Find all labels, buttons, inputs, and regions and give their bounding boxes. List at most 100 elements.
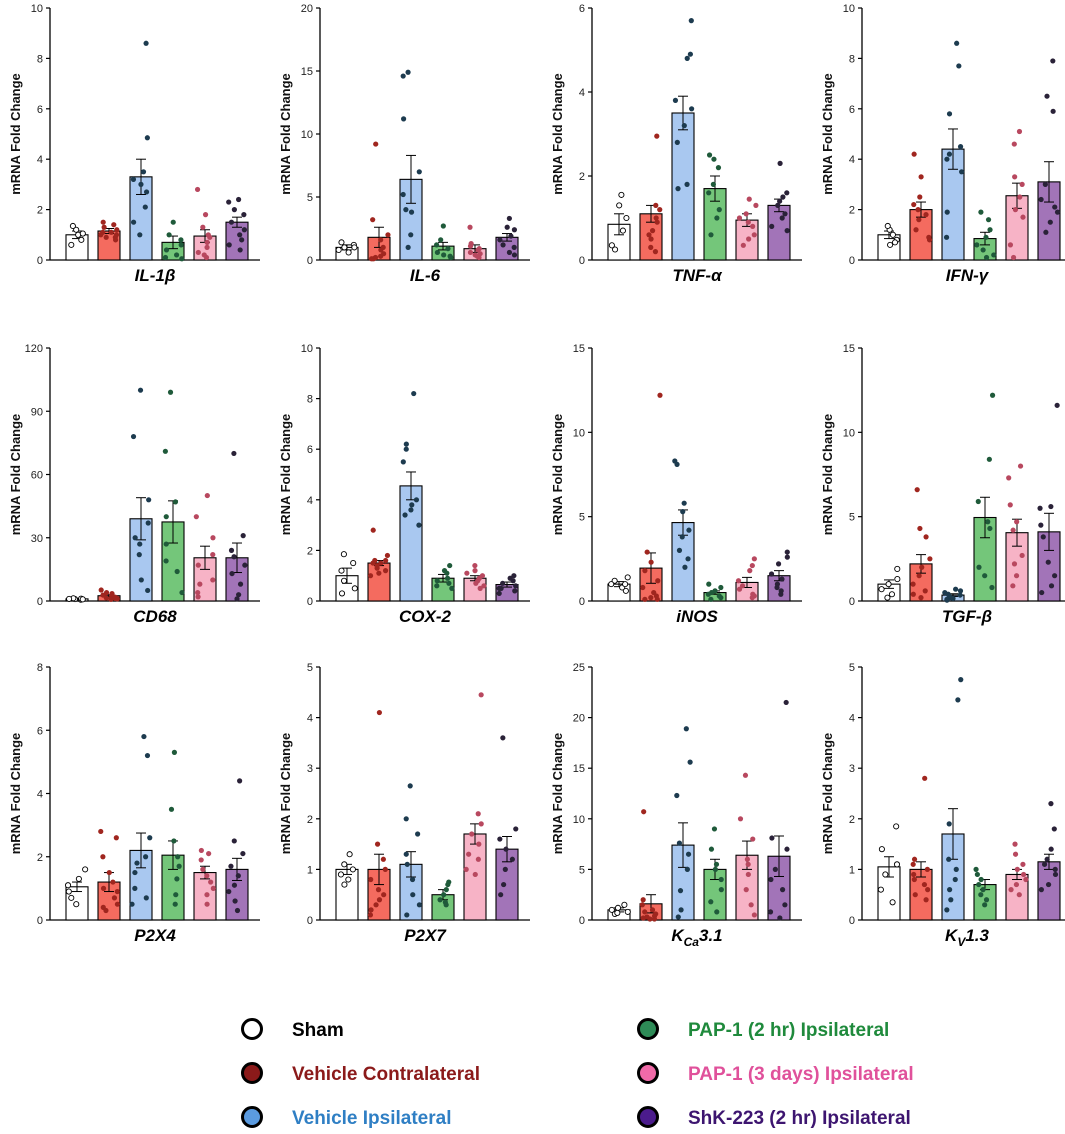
- data-point: [878, 846, 885, 853]
- data-point: [173, 892, 179, 898]
- data-point: [985, 217, 992, 223]
- data-point: [467, 249, 474, 256]
- data-point: [923, 897, 929, 903]
- data-point: [338, 590, 346, 597]
- data-point: [240, 850, 246, 857]
- data-point: [987, 525, 993, 532]
- data-point: [683, 726, 689, 732]
- data-point: [64, 882, 72, 889]
- data-point: [162, 254, 169, 261]
- data-point: [648, 595, 654, 601]
- data-point: [953, 866, 959, 873]
- y-tick-label: 10: [301, 343, 313, 355]
- data-point: [409, 876, 416, 883]
- data-point: [976, 564, 982, 570]
- data-point: [708, 846, 715, 852]
- data-point: [950, 595, 956, 602]
- data-point: [195, 249, 201, 256]
- data-point: [782, 902, 788, 908]
- data-point: [163, 247, 170, 253]
- data-point: [237, 232, 243, 238]
- data-point: [383, 557, 389, 564]
- data-point: [676, 840, 683, 846]
- y-tick-label: 4: [849, 154, 855, 166]
- data-point: [443, 902, 449, 908]
- data-point: [983, 234, 989, 240]
- data-point: [772, 866, 778, 873]
- data-point: [143, 189, 150, 195]
- data-point: [384, 552, 391, 559]
- y-tick-label: 10: [573, 814, 585, 826]
- data-point: [987, 227, 993, 233]
- data-point: [132, 869, 138, 876]
- data-point: [68, 894, 75, 901]
- data-point: [137, 387, 144, 393]
- data-point: [69, 222, 76, 230]
- data-point: [66, 595, 73, 602]
- data-point: [500, 580, 506, 586]
- data-point: [172, 499, 179, 505]
- y-tick-label: 8: [307, 394, 313, 406]
- data-point: [475, 247, 481, 253]
- data-point: [956, 63, 962, 69]
- data-point: [679, 534, 685, 540]
- data-point: [952, 876, 958, 883]
- gene-label: TGF-β: [942, 607, 992, 626]
- data-point: [229, 570, 235, 577]
- data-point: [195, 594, 201, 600]
- data-point: [210, 552, 216, 558]
- data-point: [1010, 254, 1017, 261]
- data-point: [947, 887, 953, 893]
- data-point: [958, 677, 964, 683]
- data-point: [106, 869, 112, 876]
- data-point: [337, 871, 344, 878]
- data-point: [927, 556, 933, 562]
- data-point: [708, 899, 714, 905]
- data-point: [624, 574, 631, 581]
- data-point: [957, 592, 963, 598]
- data-point: [946, 856, 952, 862]
- data-point: [910, 591, 916, 597]
- data-point: [608, 242, 615, 249]
- data-point: [718, 595, 724, 601]
- y-tick-label: 3: [307, 763, 313, 775]
- data-point: [231, 450, 237, 457]
- data-point: [910, 861, 916, 867]
- data-point: [100, 219, 106, 225]
- data-point: [894, 576, 901, 583]
- data-point: [769, 223, 775, 229]
- data-point: [622, 587, 629, 594]
- data-point: [98, 828, 104, 835]
- data-point: [434, 242, 440, 248]
- data-point: [378, 237, 384, 243]
- y-tick-label: 30: [31, 533, 43, 545]
- data-point: [204, 239, 210, 245]
- data-point: [413, 497, 420, 503]
- data-point: [706, 152, 713, 158]
- data-point: [739, 583, 746, 589]
- data-point: [718, 887, 724, 893]
- data-point: [472, 562, 478, 569]
- data-point: [978, 209, 984, 215]
- data-point: [946, 151, 953, 157]
- data-point: [1045, 559, 1051, 565]
- data-point: [403, 816, 409, 822]
- data-point: [114, 888, 120, 895]
- data-point: [708, 596, 714, 602]
- data-point: [911, 871, 917, 878]
- data-point: [784, 554, 790, 560]
- data-point: [232, 898, 238, 904]
- y-tick-label: 60: [31, 470, 43, 482]
- data-point: [1020, 861, 1026, 867]
- data-point: [176, 863, 182, 869]
- data-point: [911, 201, 917, 208]
- data-point: [82, 866, 89, 873]
- panel-tnf-: 0 2 4 6 mRNA Fold Change TNF-α: [550, 3, 802, 285]
- data-point: [672, 97, 679, 103]
- legend-marker-3: [241, 1106, 263, 1128]
- data-point: [142, 204, 148, 210]
- data-point: [100, 229, 106, 235]
- gene-label: KCa3.1: [671, 926, 722, 949]
- data-point: [416, 169, 422, 175]
- data-point: [130, 219, 137, 225]
